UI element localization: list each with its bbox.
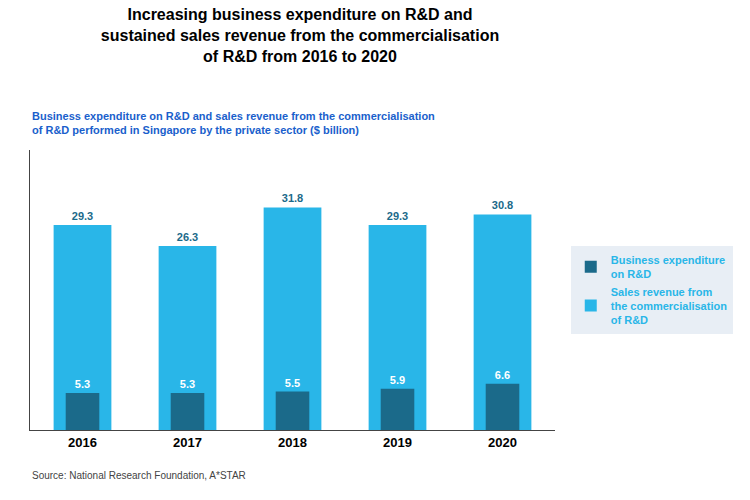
svg-text:30.8: 30.8: [492, 199, 513, 211]
svg-text:31.8: 31.8: [282, 192, 303, 204]
svg-text:Business expenditureon R&D: Business expenditureon R&D: [611, 254, 725, 280]
svg-text:Increasing business expenditur: Increasing business expenditure on R&D a…: [101, 6, 499, 65]
svg-text:Sales revenue fromthe commerci: Sales revenue fromthe commercialisationo…: [611, 286, 727, 327]
svg-text:5.3: 5.3: [180, 378, 195, 390]
svg-text:2019: 2019: [383, 435, 412, 450]
svg-text:2020: 2020: [488, 435, 517, 450]
svg-text:2018: 2018: [278, 435, 307, 450]
svg-text:Business expenditure on R&D an: Business expenditure on R&D and sales re…: [32, 110, 435, 136]
svg-text:5.9: 5.9: [390, 374, 405, 386]
svg-text:2016: 2016: [68, 435, 97, 450]
svg-text:29.3: 29.3: [72, 210, 93, 222]
svg-text:5.3: 5.3: [75, 378, 90, 390]
svg-text:2017: 2017: [173, 435, 202, 450]
svg-text:29.3: 29.3: [387, 210, 408, 222]
svg-text:26.3: 26.3: [177, 231, 198, 243]
svg-text:6.6: 6.6: [495, 369, 510, 381]
svg-text:Source: National Research Foun: Source: National Research Foundation, A*…: [32, 470, 246, 481]
svg-text:5.5: 5.5: [285, 377, 300, 389]
